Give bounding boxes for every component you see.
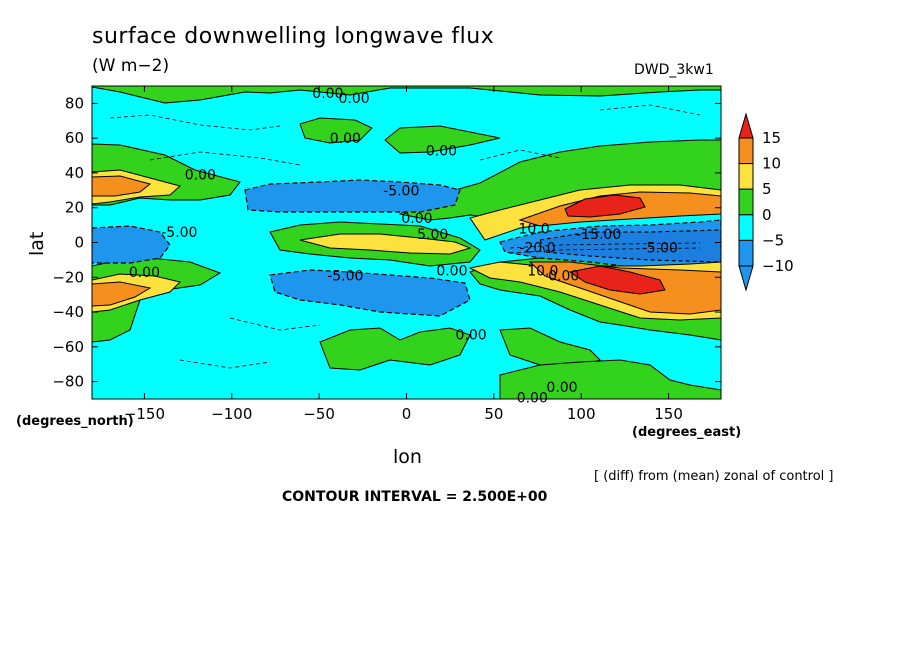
colorbar-tick-label: −10: [762, 257, 794, 275]
x-axis-label: lon: [393, 446, 422, 468]
contour-label: -5.00: [383, 183, 419, 199]
colorbar-tick-label: 15: [762, 129, 781, 147]
y-tick-label: 20: [65, 199, 84, 217]
contour-label: -20.0: [519, 241, 555, 257]
y-tick-label: −40: [52, 303, 84, 321]
y-tick-label: −80: [52, 373, 84, 391]
y-axis: −80 −60 −40 −20 0 20 40 60 80: [52, 94, 721, 391]
x-tick-label: 150: [654, 405, 683, 423]
contour-label: 0.00: [338, 91, 369, 107]
contour-label: -5.00: [161, 225, 197, 241]
colorbar-band: [738, 239, 754, 267]
contour-label: 10.0: [527, 263, 558, 279]
x-tick-label: −150: [124, 405, 165, 423]
x-tick-label: 50: [484, 405, 503, 423]
y-tick-label: −60: [52, 338, 84, 356]
colorbar-tick-label: 0: [762, 206, 772, 224]
contour-label: 0.00: [546, 380, 577, 396]
x-tick-label: −100: [211, 405, 252, 423]
contour-label: 0.00: [185, 168, 216, 184]
colorbar-band: [738, 214, 754, 241]
colorbar-band: [738, 163, 754, 190]
positive-band-over-15: [564, 194, 666, 295]
contour-label: 0.00: [129, 265, 160, 281]
contour-label: 0.00: [426, 143, 457, 159]
x-tick-label: 100: [567, 405, 596, 423]
contour-label: 0.00: [517, 390, 548, 406]
plot-area: [92, 86, 721, 399]
y-tick-label: −20: [52, 268, 84, 286]
contour-label: 0.00: [436, 263, 467, 279]
comparison-note: [ (diff) from (mean) zonal of control ]: [594, 469, 834, 484]
contour-label: 0.00: [312, 86, 343, 102]
y-tick-label: 40: [65, 164, 84, 182]
chart-units: (W m−2): [92, 56, 170, 76]
contour-label: 0.00: [401, 211, 432, 227]
contour-label: 5.00: [417, 227, 448, 243]
y-tick-label: 0: [74, 234, 84, 252]
colorbar-arrow-top: [738, 112, 754, 139]
colorbar-band: [738, 188, 754, 216]
contour-label: -15.00: [576, 227, 621, 243]
contour-label: 0.00: [330, 131, 361, 147]
contour-label: 0.00: [456, 328, 487, 344]
colorbar-tick-label: −5: [762, 231, 784, 249]
contour-label: 0.00: [548, 269, 579, 285]
colorbar-tick-label: 10: [762, 155, 781, 173]
x-tick-label: 0: [402, 405, 412, 423]
x-axis-units: (degrees_east): [632, 425, 742, 440]
x-tick-label: −50: [303, 405, 335, 423]
y-tick-label: 60: [65, 129, 84, 147]
colorbar-band: [738, 137, 754, 165]
contour-label: -5.00: [642, 241, 678, 257]
negative-contour-lines: [109, 104, 701, 369]
contour-labels: 0.000.000.000.000.00-5.000.00-5.00 5.00 10…: [129, 86, 678, 406]
chart-title: surface downwelling longwave flux: [92, 24, 495, 49]
colorbar-arrow-bottom: [738, 265, 754, 292]
contour-interval: CONTOUR INTERVAL = 2.500E+00: [282, 489, 548, 505]
colorbar: 15 10 5 0 −5 −10: [738, 112, 794, 292]
y-tick-label: 80: [65, 94, 84, 112]
contour-label: 10.0: [518, 222, 549, 238]
contour-label: -5.00: [327, 269, 363, 285]
x-axis: −150 −100 −50 0 50 100 150: [124, 86, 683, 423]
y-axis-label: lat: [26, 231, 48, 256]
colorbar-tick-label: 5: [762, 180, 772, 198]
y-axis-units: (degrees_north): [16, 414, 134, 429]
negative-band-core: [539, 229, 721, 263]
dataset-label: DWD_3kw1: [634, 62, 714, 78]
